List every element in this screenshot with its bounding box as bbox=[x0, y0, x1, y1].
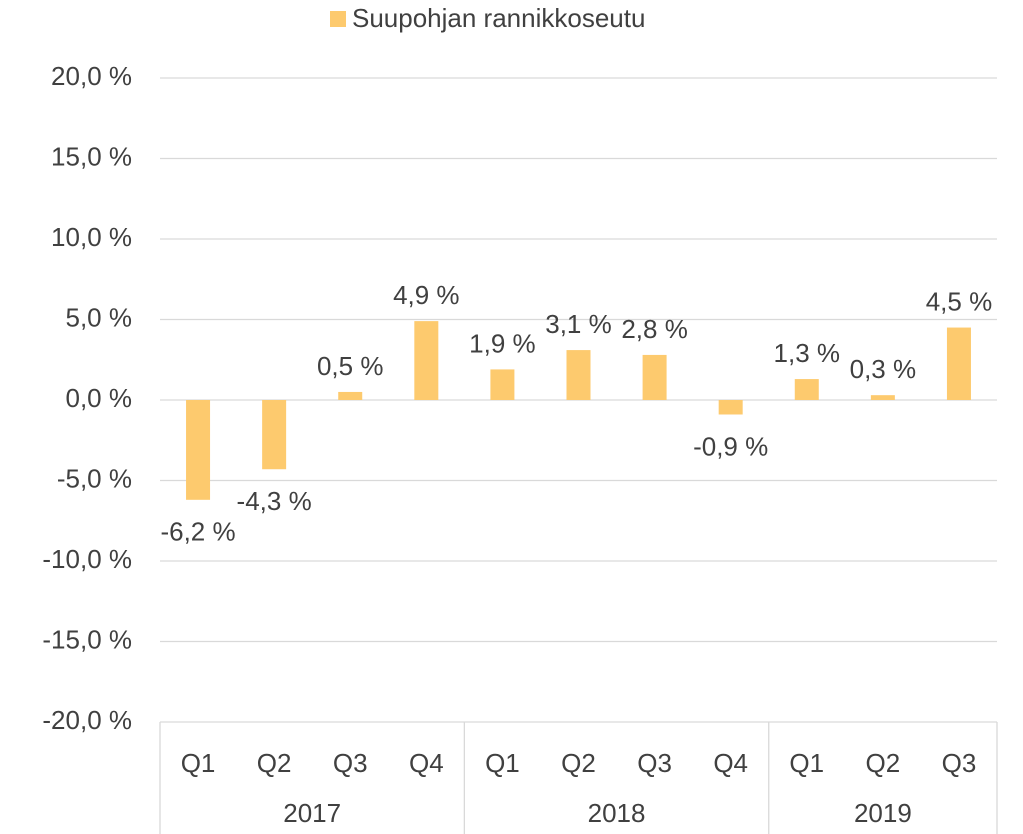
x-tick-label: Q2 bbox=[866, 748, 901, 778]
value-label: -6,2 % bbox=[160, 517, 235, 547]
value-label: -0,9 % bbox=[693, 431, 768, 461]
bar bbox=[718, 400, 743, 415]
bar bbox=[414, 321, 439, 400]
x-tick-label: Q3 bbox=[637, 748, 672, 778]
x-tick-label: Q1 bbox=[485, 748, 520, 778]
x-tick-label: Q4 bbox=[713, 748, 748, 778]
group-label: 2017 bbox=[283, 798, 341, 828]
y-tick-label: -20,0 % bbox=[42, 705, 132, 735]
bar bbox=[946, 327, 971, 400]
x-tick-label: Q4 bbox=[409, 748, 444, 778]
bar bbox=[566, 350, 591, 400]
x-tick-label: Q3 bbox=[333, 748, 368, 778]
bar bbox=[490, 369, 515, 400]
x-tick-label: Q2 bbox=[257, 748, 292, 778]
group-label: 2019 bbox=[854, 798, 912, 828]
value-label: -4,3 % bbox=[237, 486, 312, 516]
value-label: 4,5 % bbox=[926, 286, 993, 316]
y-tick-label: -10,0 % bbox=[42, 544, 132, 574]
x-tick-label: Q2 bbox=[561, 748, 596, 778]
legend-swatch bbox=[330, 11, 346, 27]
bar bbox=[642, 354, 667, 400]
bar bbox=[338, 391, 363, 400]
value-label: 1,3 % bbox=[774, 338, 841, 368]
value-label: 2,8 % bbox=[621, 314, 688, 344]
value-label: 0,3 % bbox=[850, 354, 917, 384]
value-label: 3,1 % bbox=[545, 309, 612, 339]
x-tick-label: Q3 bbox=[942, 748, 977, 778]
y-tick-label: -5,0 % bbox=[57, 463, 132, 493]
legend-label: Suupohjan rannikkoseutu bbox=[352, 3, 645, 33]
value-label: 4,9 % bbox=[393, 280, 460, 310]
x-tick-label: Q1 bbox=[789, 748, 824, 778]
y-tick-label: -15,0 % bbox=[42, 624, 132, 654]
y-tick-label: 20,0 % bbox=[51, 61, 132, 91]
value-label: 0,5 % bbox=[317, 351, 384, 381]
bar bbox=[262, 400, 287, 470]
x-tick-label: Q1 bbox=[181, 748, 216, 778]
y-tick-label: 10,0 % bbox=[51, 222, 132, 252]
bar bbox=[186, 400, 211, 500]
bar bbox=[794, 379, 819, 400]
bar bbox=[870, 395, 895, 400]
y-tick-label: 5,0 % bbox=[66, 302, 133, 332]
y-tick-label: 15,0 % bbox=[51, 141, 132, 171]
value-label: 1,9 % bbox=[469, 328, 536, 358]
y-tick-label: 0,0 % bbox=[66, 383, 133, 413]
group-label: 2018 bbox=[588, 798, 646, 828]
